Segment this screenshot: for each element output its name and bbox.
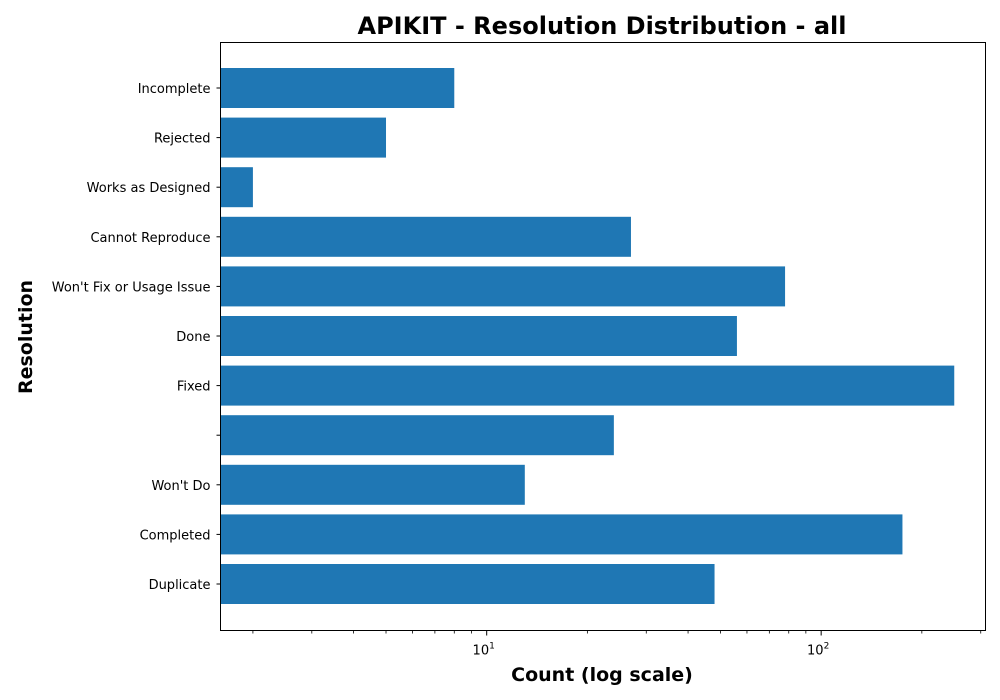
y-ticks-group: Duplicate Completed Won't Do Fixed Done Won't… bbox=[52, 82, 221, 593]
y-tick-label-8: Works as Designed bbox=[87, 181, 211, 196]
bar-10 bbox=[220, 68, 455, 108]
bar-6 bbox=[220, 266, 786, 307]
plot-frame bbox=[220, 42, 986, 631]
bar-1 bbox=[220, 514, 903, 555]
x-tick-label-0: 101 bbox=[473, 642, 495, 659]
bar-2 bbox=[220, 464, 525, 505]
bar-5 bbox=[220, 316, 737, 356]
bar-3 bbox=[220, 415, 614, 456]
y-tick-label-0: Duplicate bbox=[149, 578, 211, 593]
y-axis-label: Resolution bbox=[15, 280, 37, 394]
y-tick-label-9: Rejected bbox=[154, 132, 211, 147]
x-axis-label: Count (log scale) bbox=[511, 664, 693, 686]
y-tick-label-10: Incomplete bbox=[138, 82, 211, 97]
y-tick-label-6: Won't Fix or Usage Issue bbox=[52, 280, 211, 295]
bar-9 bbox=[220, 117, 387, 158]
bar-8 bbox=[220, 167, 253, 208]
bar-7 bbox=[220, 216, 631, 257]
y-tick-label-5: Done bbox=[176, 330, 210, 345]
y-tick-label-4: Fixed bbox=[177, 380, 211, 395]
x-ticks-group: 101 102 bbox=[252, 630, 982, 659]
bar-0 bbox=[220, 564, 715, 604]
x-tick-label-1: 102 bbox=[807, 642, 829, 659]
y-tick-label-1: Completed bbox=[140, 528, 211, 543]
bars-group bbox=[220, 68, 955, 604]
y-tick-label-2: Won't Do bbox=[151, 479, 210, 494]
bar-4 bbox=[220, 365, 955, 406]
chart-title: APIKIT - Resolution Distribution - all bbox=[358, 12, 847, 40]
y-tick-label-7: Cannot Reproduce bbox=[90, 231, 210, 246]
